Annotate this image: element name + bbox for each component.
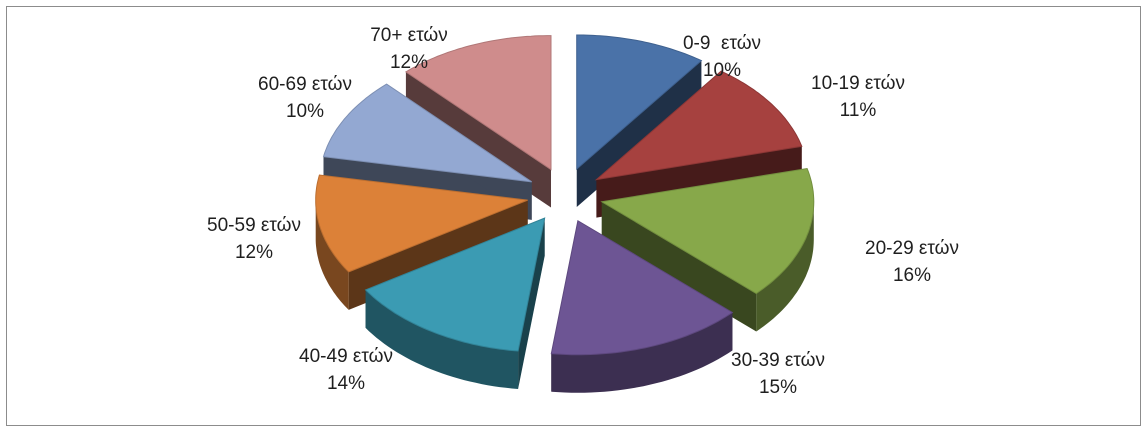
slice-label-70plus-name: 70+ ετών	[370, 22, 448, 49]
slice-label-60-69: 60-69 ετών 10%	[258, 71, 352, 125]
slice-label-10-19-name: 10-19 ετών	[811, 70, 905, 97]
slice-label-30-39: 30-39 ετών 15%	[731, 347, 825, 401]
slice-label-40-49: 40-49 ετών 14%	[299, 343, 393, 397]
slice-label-20-29: 20-29 ετών 16%	[865, 235, 959, 289]
slice-label-50-59-percent: 12%	[207, 239, 301, 266]
slice-label-20-29-name: 20-29 ετών	[865, 235, 959, 262]
slice-label-30-39-name: 30-39 ετών	[731, 347, 825, 374]
slice-label-30-39-percent: 15%	[731, 374, 825, 401]
slice-label-60-69-percent: 10%	[258, 98, 352, 125]
slice-label-20-29-percent: 16%	[865, 262, 959, 289]
slice-label-70plus: 70+ ετών 12%	[370, 22, 448, 76]
slice-label-40-49-name: 40-49 ετών	[299, 343, 393, 370]
pie-chart	[0, 0, 1148, 410]
slice-label-0-9-name: 0-9 ετών	[683, 30, 761, 57]
slice-label-50-59: 50-59 ετών 12%	[207, 212, 301, 266]
slice-label-50-59-name: 50-59 ετών	[207, 212, 301, 239]
slice-label-0-9: 0-9 ετών 10%	[683, 30, 761, 84]
slice-label-10-19: 10-19 ετών 11%	[811, 70, 905, 124]
slice-label-70plus-percent: 12%	[370, 49, 448, 76]
slice-label-10-19-percent: 11%	[811, 97, 905, 124]
slice-label-40-49-percent: 14%	[299, 370, 393, 397]
slice-label-0-9-percent: 10%	[683, 57, 761, 84]
slice-label-60-69-name: 60-69 ετών	[258, 71, 352, 98]
